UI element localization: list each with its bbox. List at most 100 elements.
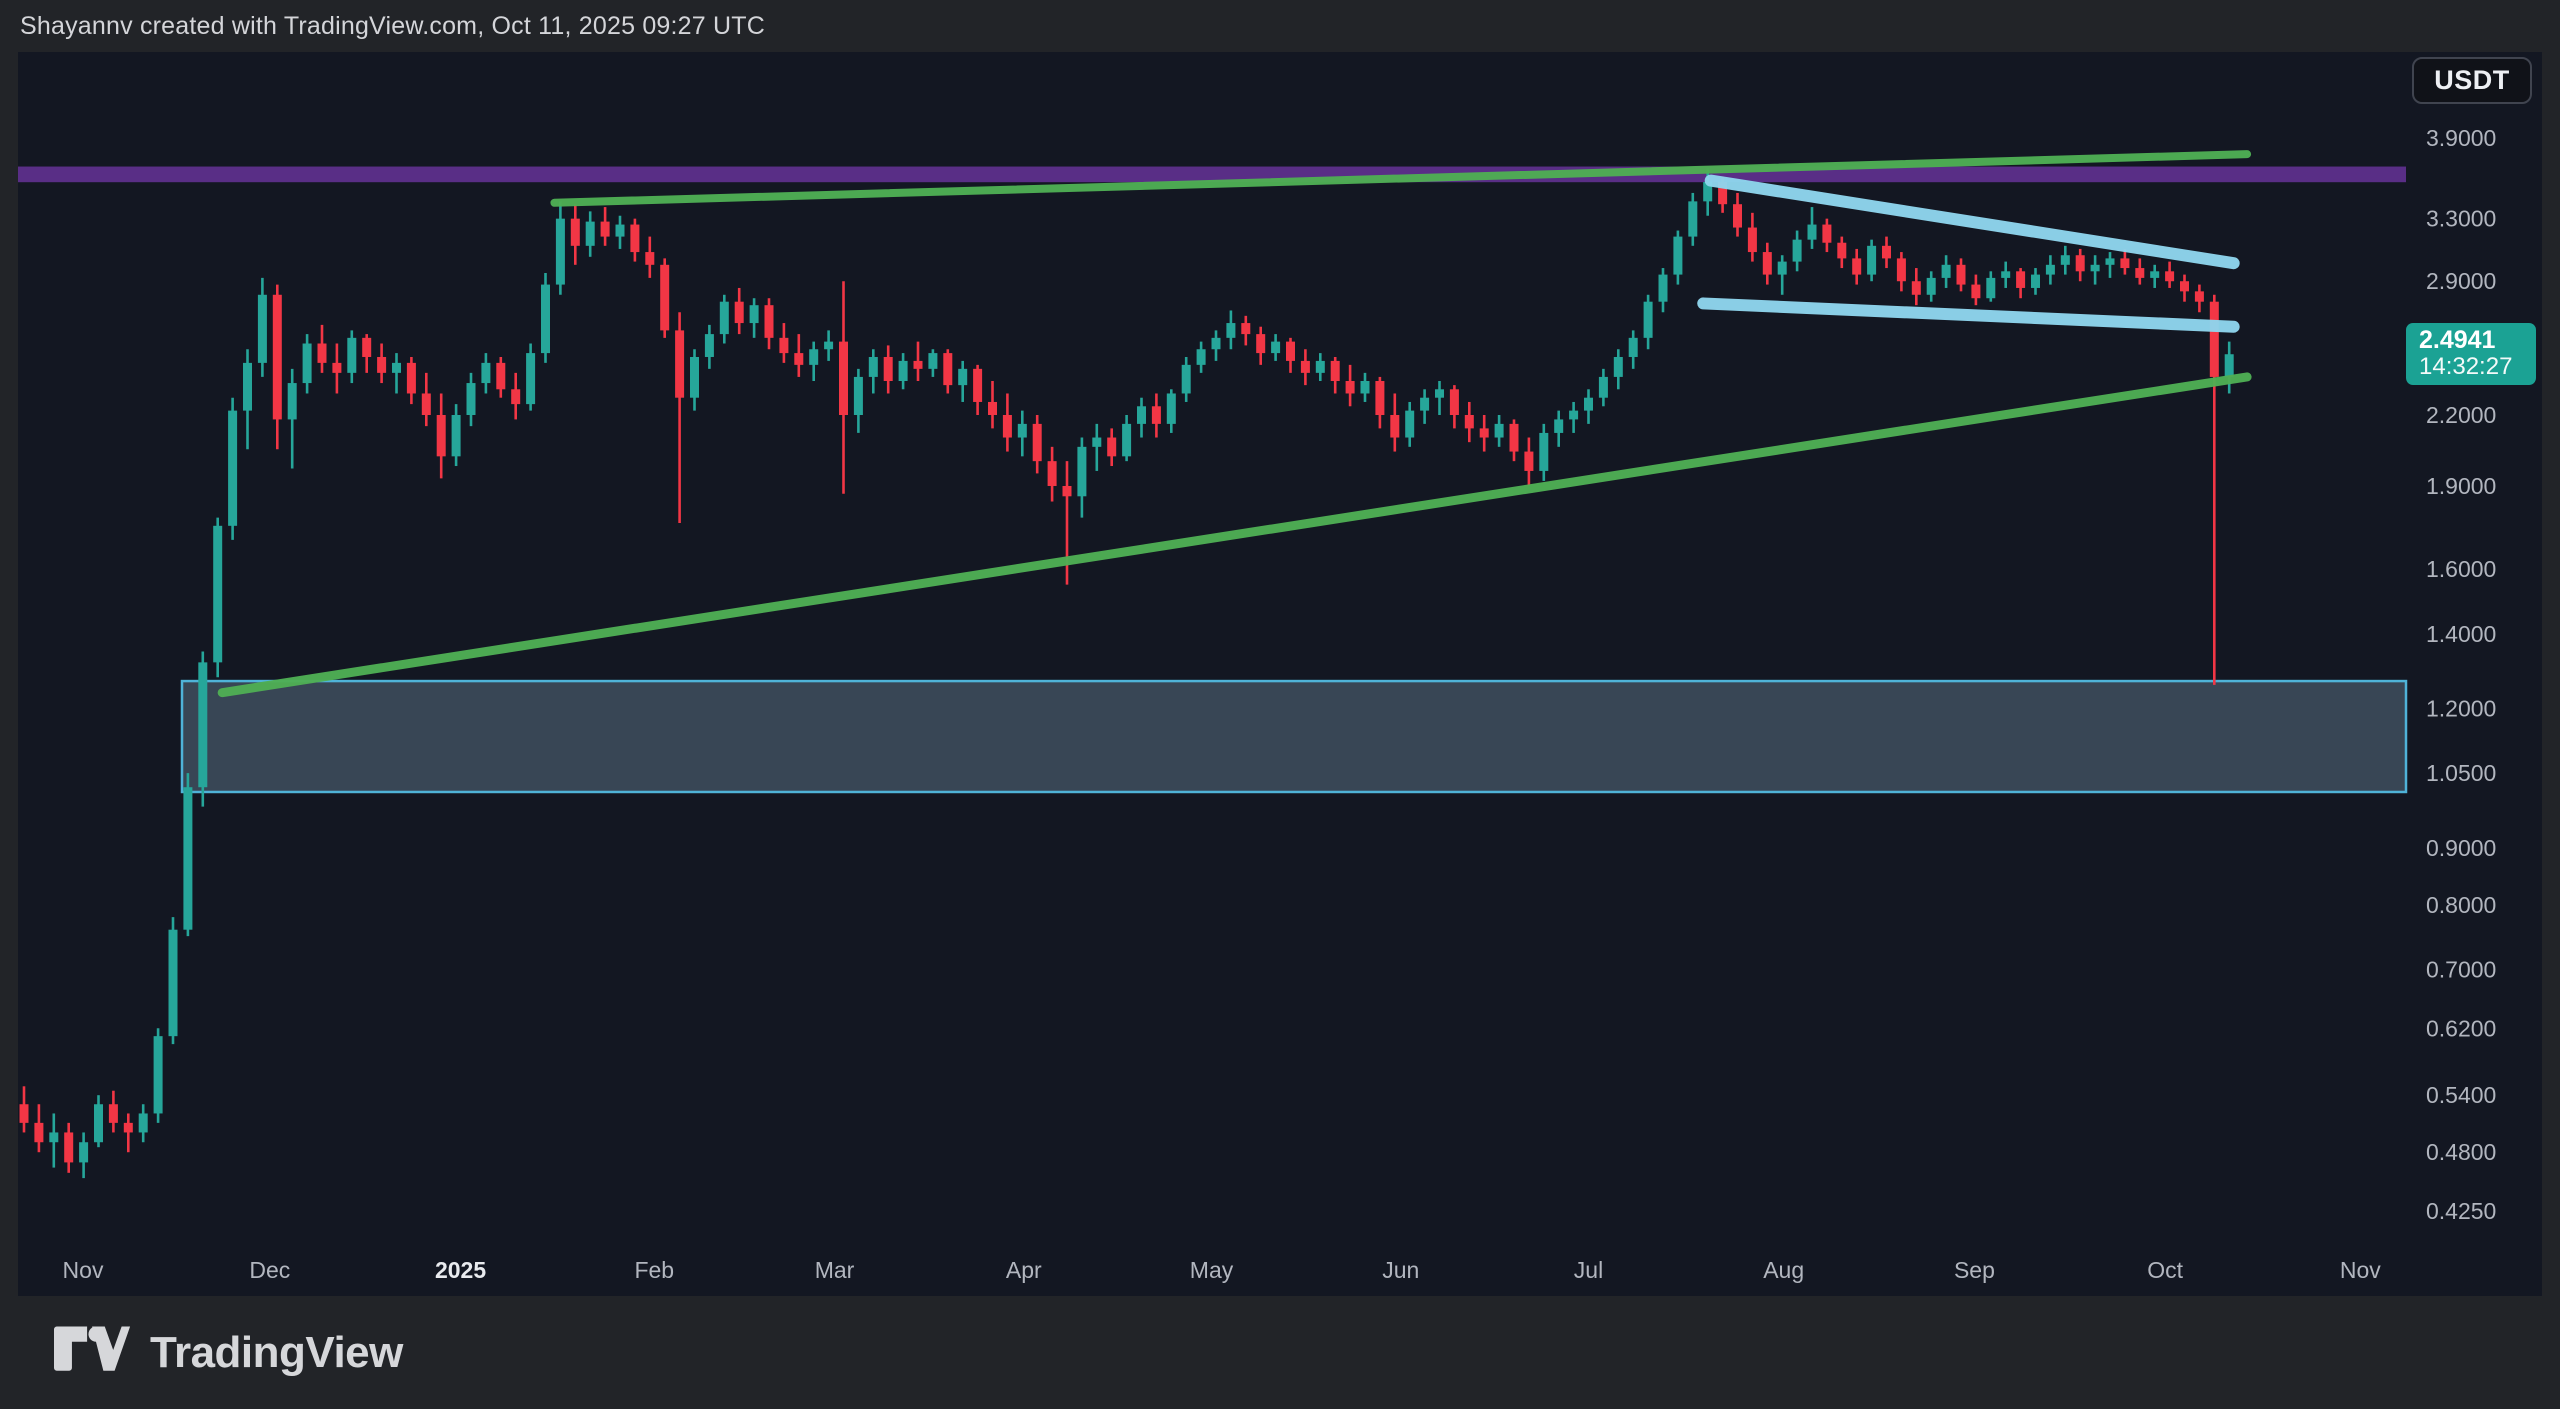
candle-down: [34, 1122, 44, 1143]
quote-currency-label: USDT: [2434, 65, 2510, 95]
price-tick-label: 0.7000: [2426, 957, 2496, 983]
candle-up: [1315, 360, 1325, 373]
candle-down: [764, 305, 774, 338]
candle-up: [853, 376, 863, 415]
candle-down: [675, 330, 685, 398]
price-tick-label: 1.9000: [2426, 473, 2496, 499]
candle-down: [332, 362, 342, 373]
time-tick-label: 2025: [435, 1257, 486, 1283]
candle-down: [1524, 451, 1534, 471]
candle-up: [1598, 376, 1608, 398]
candle-up: [928, 353, 938, 369]
wedge-upper-line[interactable]: [1704, 174, 2240, 270]
candle-up: [958, 368, 968, 386]
candle-up: [1405, 410, 1415, 438]
candle-up: [392, 362, 401, 373]
candle-down: [2194, 291, 2204, 302]
candle-up: [2105, 258, 2115, 265]
candle-up: [183, 787, 193, 930]
candle-up: [615, 224, 625, 237]
candle-down: [496, 362, 506, 390]
drawings-layer: [217, 150, 2252, 698]
candle-down: [1300, 360, 1310, 373]
candle-up: [138, 1113, 148, 1133]
candle-down: [317, 343, 327, 363]
quote-currency-toggle[interactable]: USDT: [2412, 57, 2532, 104]
candle-up: [49, 1132, 59, 1143]
candle-up: [1226, 323, 1236, 338]
candle-down: [436, 415, 446, 457]
price-tick-label: 1.0500: [2426, 760, 2496, 786]
candle-up: [1941, 264, 1951, 278]
candle-up: [1181, 364, 1191, 394]
tradingview-brand-link[interactable]: TradingView: [54, 1325, 403, 1380]
price-tick-label: 1.4000: [2426, 621, 2496, 647]
candle-up: [1926, 277, 1936, 295]
candle-down: [1286, 341, 1295, 361]
price-tick-label: 2.2000: [2426, 402, 2496, 428]
wedge-lower-line[interactable]: [1697, 297, 2240, 333]
candle-down: [1002, 415, 1012, 438]
candle-up: [541, 284, 550, 354]
price-axis[interactable]: 3.9000 3.3000 2.9000 2.2000 1.9000 1.6000 1.40…: [2426, 125, 2496, 1224]
candlestick-series: [19, 168, 2234, 1179]
candle-down: [1062, 485, 1072, 497]
candle-up: [228, 410, 238, 526]
candle-up: [2090, 264, 2100, 272]
time-axis[interactable]: Nov Dec 2025 Feb Mar Apr May Jun Jul Aug Sep Oct Nov: [63, 1257, 2382, 1283]
candle-down: [1151, 406, 1161, 424]
resistance-band[interactable]: [18, 166, 2406, 183]
tradingview-logo-icon: [54, 1325, 134, 1380]
time-tick-label: Dec: [249, 1257, 290, 1283]
candle-down: [1107, 437, 1117, 457]
candle-up: [824, 341, 834, 350]
demand-zone[interactable]: [180, 679, 2408, 794]
candle-down: [1390, 415, 1400, 438]
candle-up: [1569, 410, 1579, 420]
candle-up: [168, 929, 178, 1037]
candle-up: [302, 343, 312, 384]
price-tick-label: 0.9000: [2426, 835, 2496, 861]
candle-down: [794, 353, 804, 365]
candle-down: [1241, 323, 1251, 335]
candle-down: [1047, 461, 1057, 486]
candle-up: [1360, 381, 1370, 394]
candle-down: [406, 362, 416, 394]
candle-down: [2120, 258, 2130, 269]
candle-up: [1777, 261, 1787, 275]
candle-up: [1554, 419, 1564, 433]
candle-down: [645, 252, 655, 265]
price-tick-label: 1.2000: [2426, 696, 2496, 722]
candle-up: [2031, 274, 2040, 288]
candle-down: [1822, 224, 1832, 243]
rising-support-trendline[interactable]: [217, 372, 2252, 698]
candle-up: [481, 362, 491, 384]
candle-up: [451, 415, 461, 457]
candle-down: [988, 401, 997, 415]
candle-down: [973, 368, 983, 402]
candle-up: [1196, 349, 1206, 365]
candle-down: [2180, 281, 2189, 292]
candle-down: [511, 389, 521, 405]
candle-up: [555, 218, 565, 285]
price-tick-label: 0.4250: [2426, 1198, 2496, 1224]
candle-up: [1986, 277, 1996, 299]
rising-resistance-trendline[interactable]: [550, 150, 2252, 207]
candle-up: [704, 334, 714, 357]
candle-up: [1435, 389, 1444, 398]
price-tick-label: 2.9000: [2426, 268, 2496, 294]
candle-down: [630, 224, 640, 253]
candle-up: [1420, 397, 1430, 411]
candle-up: [1017, 423, 1027, 438]
candle-up: [79, 1142, 89, 1163]
candle-down: [1733, 204, 1742, 228]
candle-down: [362, 337, 372, 357]
candle-up: [809, 349, 819, 365]
candle-up: [1211, 337, 1221, 350]
price-tick-label: 0.5400: [2426, 1082, 2496, 1108]
time-tick-label: Sep: [1954, 1257, 1995, 1283]
candle-up: [585, 221, 595, 246]
candle-down: [1330, 360, 1340, 382]
candle-up: [94, 1104, 103, 1143]
